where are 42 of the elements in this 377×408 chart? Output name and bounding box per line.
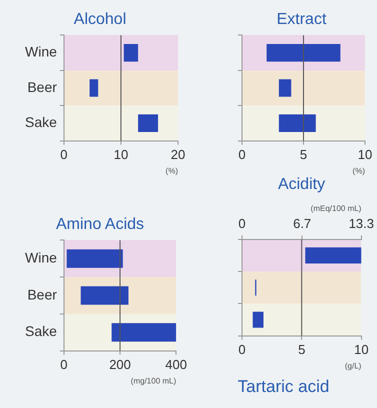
y-tick-label: Sake: [24, 323, 58, 340]
y-tick-label: Sake: [24, 114, 58, 130]
x-axis-title: (g/L): [344, 361, 362, 370]
x-tick-label: 10: [358, 147, 372, 162]
x-axis-title: (mg/100 mL): [130, 376, 176, 386]
x-tick-label: 5: [298, 342, 306, 358]
x-tick-label: 5: [300, 147, 308, 162]
y-tick-label: Wine: [25, 44, 58, 60]
x-tick-label: 0: [238, 147, 246, 162]
x-tick-label: 10: [354, 342, 369, 358]
bar: [278, 79, 292, 97]
x2-tick-label: 13.3: [348, 216, 374, 232]
x-axis-title: (%): [352, 166, 366, 176]
bar: [124, 44, 138, 62]
x-tick-label: 0: [60, 357, 68, 372]
x-tick-label: 200: [109, 357, 131, 372]
bar: [66, 249, 123, 268]
x-tick-label: 0: [60, 147, 68, 162]
bar: [80, 286, 128, 305]
x2-tick-label: 6.7: [293, 216, 312, 232]
y-tick-label: Beer: [27, 286, 58, 302]
bar: [112, 323, 176, 342]
x2-axis-title: (mEq/100 mL): [310, 204, 362, 214]
x-tick-label: 10: [114, 147, 128, 162]
chart-title: Alcohol: [74, 11, 126, 28]
bar: [90, 79, 98, 97]
y-tick-label: Beer: [27, 78, 58, 95]
bar: [138, 114, 158, 132]
chart-title: Amino Acids: [56, 216, 144, 234]
bar: [305, 247, 362, 264]
bar: [278, 114, 316, 132]
x-tick-label: 400: [165, 357, 188, 372]
text: Tartaric acid: [236, 377, 330, 397]
bar: [266, 44, 340, 62]
x-axis-title: (%): [166, 166, 178, 176]
chart-title: Acidity: [278, 176, 326, 194]
x-tick-label: 20: [170, 147, 186, 162]
x2-tick-label: 0: [238, 216, 246, 232]
x-tick-label: 0: [238, 342, 246, 358]
bar: [252, 312, 264, 328]
chart-title: Extract: [276, 11, 327, 28]
y-tick-label: Wine: [25, 249, 58, 266]
